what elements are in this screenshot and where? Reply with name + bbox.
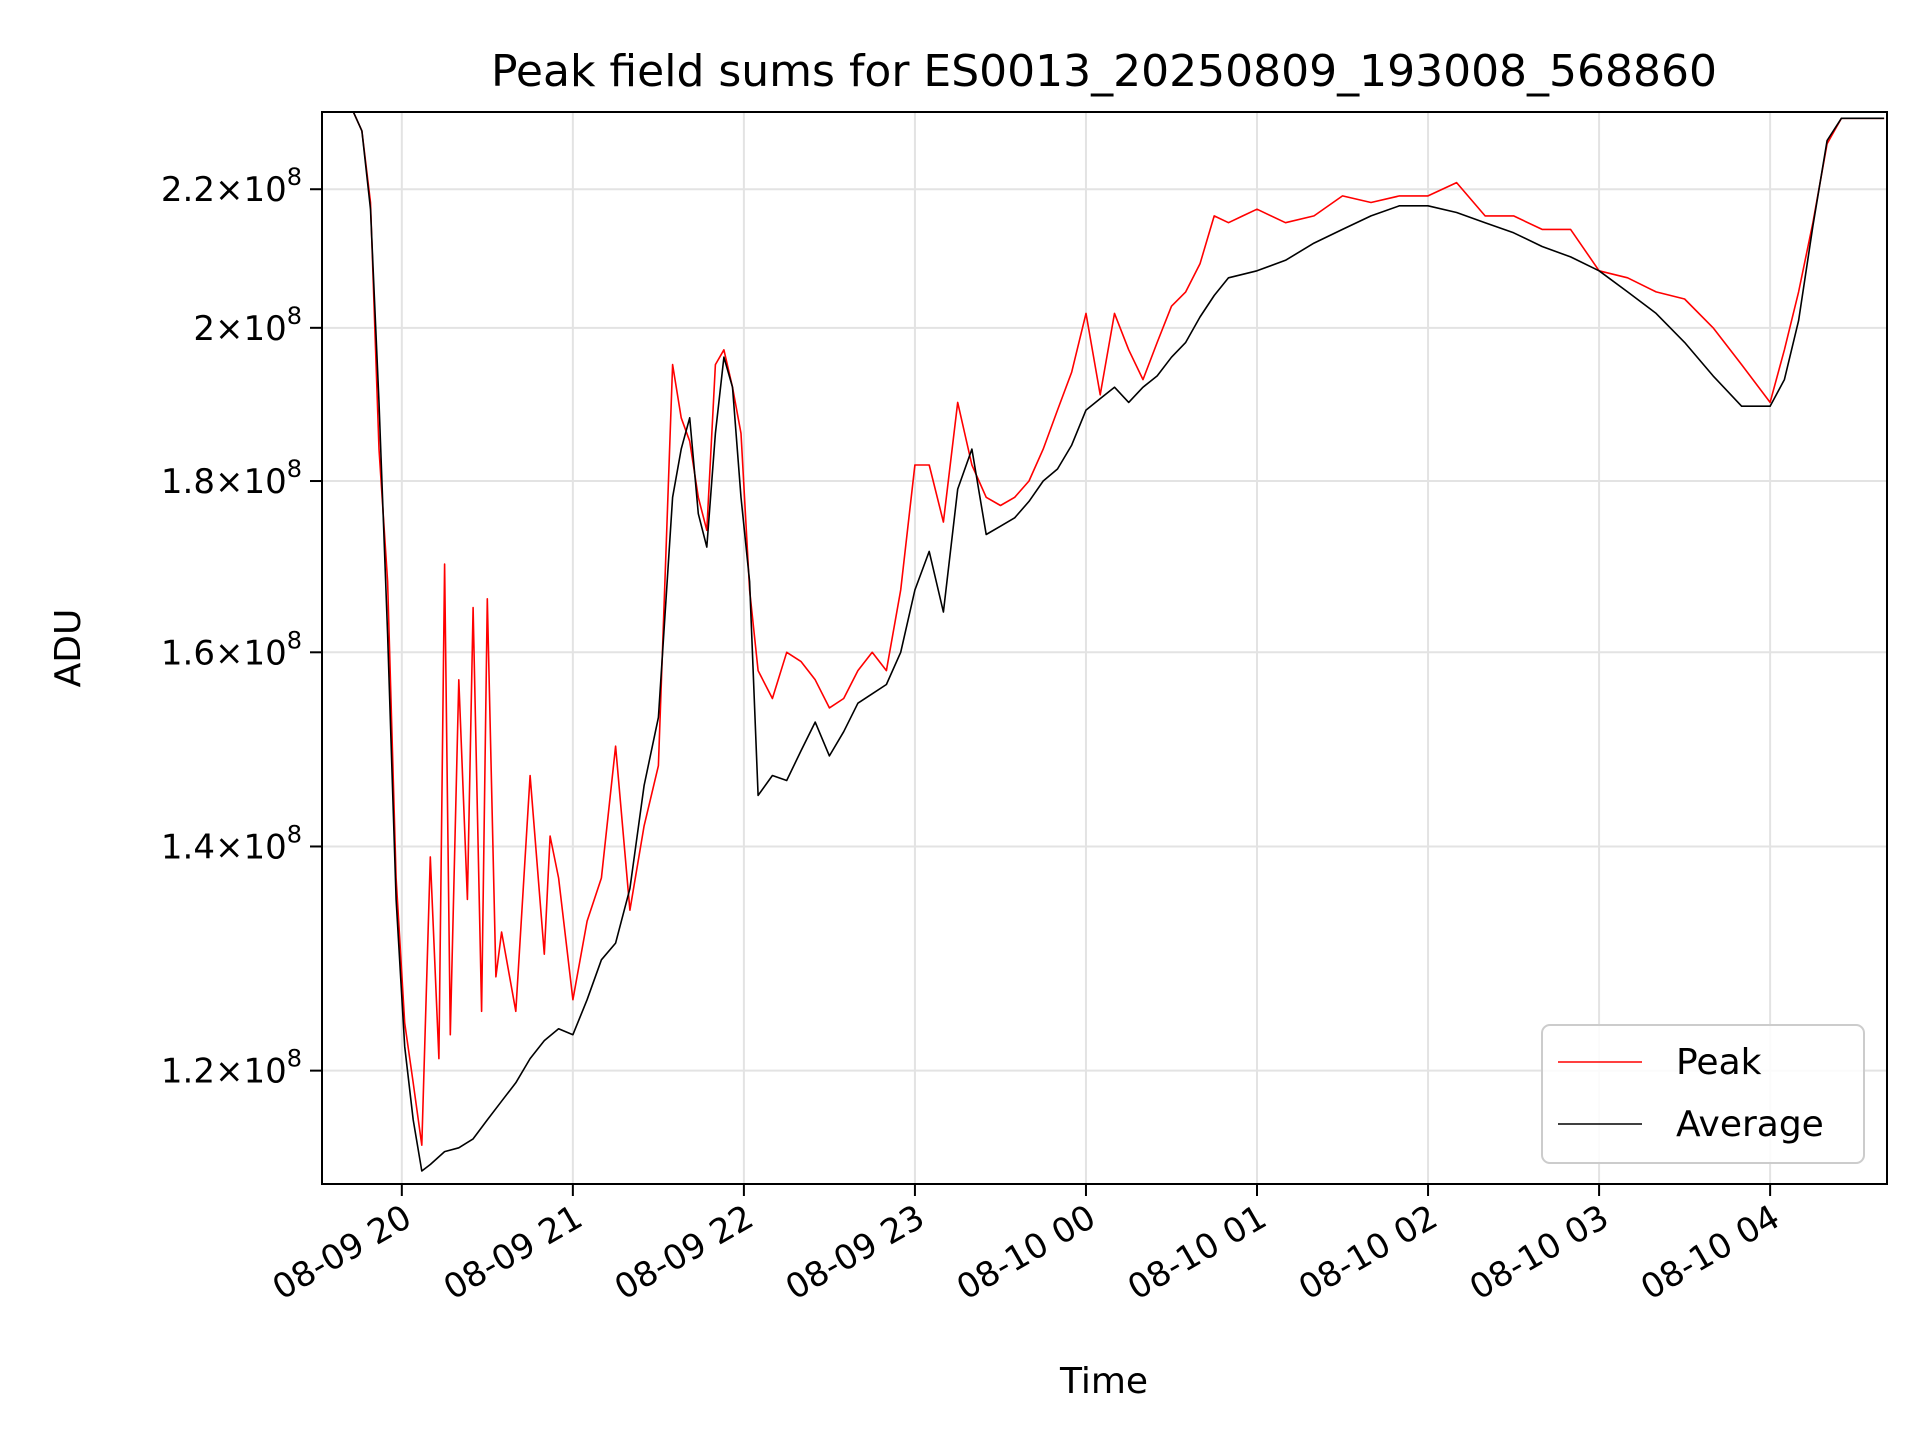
y-tick-label: 1.6×108 [161,626,302,673]
y-tick-mantissa: 1.2 [161,1052,215,1092]
y-tick-times: ×10 [215,1052,287,1092]
y-tick-exponent: 8 [287,302,302,330]
y-tick-times: ×10 [215,462,287,502]
grid [322,112,1887,1184]
y-tick-times: ×10 [215,827,287,867]
y-axis-label: ADU [48,609,89,688]
y-tick-mantissa: 2 [193,309,215,349]
y-tick-label: 2.2×108 [161,163,302,210]
y-tick-exponent: 8 [287,626,302,654]
y-tick-label: 1.4×108 [161,820,302,867]
y-tick-label: 1.8×108 [161,455,302,502]
y-tick-mantissa: 1.6 [161,633,215,673]
y-tick-label: 2×108 [193,302,302,349]
y-tick-exponent: 8 [287,820,302,848]
chart-title: Peak field sums for ES0013_20250809_1930… [491,46,1717,97]
y-tick-exponent: 8 [287,455,302,483]
y-tick-exponent: 8 [287,163,302,191]
plot-frame [321,111,1888,1185]
y-tick-mantissa: 1.4 [161,827,215,867]
y-tick-times: ×10 [215,309,287,349]
x-axis-label: Time [1059,1361,1148,1402]
y-tick-exponent: 8 [287,1045,302,1073]
legend-box [1541,1024,1865,1164]
legend-label-peak: Peak [1676,1042,1762,1083]
series-layer [352,112,1885,1172]
series-line-peak [352,112,1885,1146]
y-tick-times: ×10 [215,170,287,210]
y-tick-label: 1.2×108 [161,1045,302,1092]
y-tick-mantissa: 2.2 [161,170,215,210]
legend: Peak Average [1541,1024,1865,1164]
legend-label-average: Average [1676,1104,1824,1145]
series-line-average [352,112,1885,1172]
y-tick-times: ×10 [215,633,287,673]
y-tick-mantissa: 1.8 [161,462,215,502]
